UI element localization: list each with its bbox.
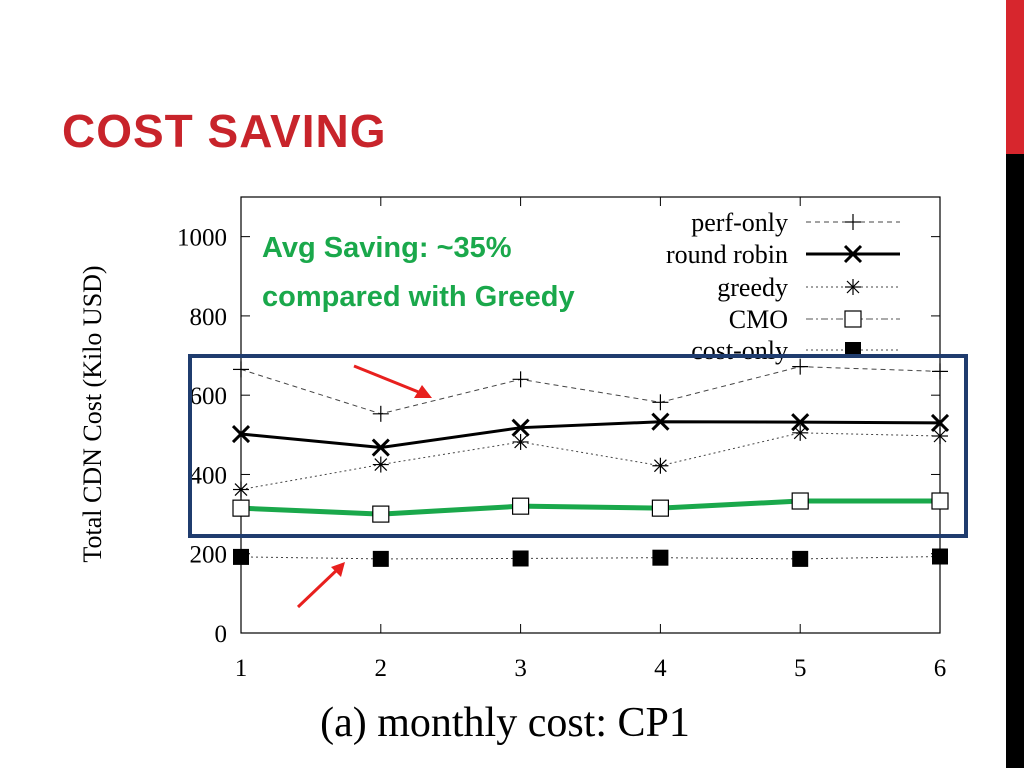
- slide-title: COST SAVING: [62, 105, 387, 157]
- side-accent-bar-top: [1006, 0, 1024, 154]
- arrow-bottom-head: [331, 562, 345, 577]
- legend-marker-round-robin: [843, 244, 863, 264]
- legend-label-round-robin: round robin: [666, 240, 788, 269]
- point-perf-only-2: [372, 405, 389, 422]
- plot-frame: [240, 196, 941, 634]
- y-axis-label: Total CDN Cost (Kilo USD): [78, 265, 107, 562]
- point-greedy-4: [652, 457, 669, 474]
- point-cmo-4: [651, 499, 670, 517]
- point-perf-only-3: [512, 371, 529, 388]
- series-line-round-robin: [240, 420, 941, 450]
- point-greedy-3: [512, 433, 529, 450]
- arrow-bottom: [296, 566, 341, 609]
- point-cmo-3: [511, 497, 530, 515]
- y-tick-label-1000: 1000: [177, 225, 227, 252]
- side-accent-bar-bottom: [1006, 154, 1024, 768]
- annotation-line-2: compared with Greedy: [262, 281, 575, 313]
- point-perf-only-5: [792, 358, 809, 375]
- point-greedy-2: [372, 456, 389, 473]
- chart-caption: (a) monthly cost: CP1: [320, 700, 690, 746]
- legend-label-cmo: CMO: [729, 305, 788, 334]
- x-tick-label-4: 4: [654, 655, 667, 682]
- point-perf-only-6: [932, 363, 948, 380]
- series-highlight-cmo: [240, 498, 940, 517]
- series-line-perf-only: [240, 366, 941, 415]
- highlight-box: [188, 354, 968, 538]
- point-cost-only-5: [792, 550, 809, 567]
- point-cmo-2: [372, 505, 390, 523]
- point-perf-only-4: [652, 394, 669, 411]
- y-tick-label-800: 800: [190, 304, 228, 331]
- series-line-greedy: [240, 432, 941, 491]
- point-round-robin-4: [651, 412, 670, 431]
- point-round-robin-6: [930, 413, 950, 432]
- y-tick-label-400: 400: [190, 462, 228, 489]
- point-greedy-1: [233, 481, 249, 498]
- point-cost-only-3: [512, 550, 529, 567]
- point-cmo-6: [931, 492, 949, 510]
- point-greedy-6: [932, 428, 948, 445]
- point-cost-only-2: [372, 550, 389, 567]
- point-round-robin-1: [231, 424, 251, 444]
- point-cost-only-4: [652, 549, 669, 566]
- legend-marker-greedy: [845, 279, 861, 295]
- point-cost-only-6: [932, 548, 948, 565]
- legend-label-perf-only: perf-only: [691, 208, 788, 237]
- arrow-top-head: [414, 385, 432, 398]
- x-tick-label-2: 2: [375, 655, 388, 682]
- x-tick-label-1: 1: [235, 655, 248, 682]
- point-greedy-5: [792, 424, 809, 441]
- point-perf-only-1: [233, 361, 249, 378]
- legend-marker-cmo: [844, 310, 862, 328]
- legend-label-greedy: greedy: [717, 273, 788, 302]
- x-tick-label-3: 3: [514, 655, 527, 682]
- annotation-line-1: Avg Saving: ~35%: [262, 232, 512, 264]
- point-cmo-1: [232, 499, 250, 517]
- point-round-robin-2: [371, 438, 390, 457]
- series-line-cost-only: [240, 556, 941, 560]
- y-tick-label-600: 600: [190, 383, 228, 410]
- y-tick-label-200: 200: [190, 542, 228, 569]
- x-tick-label-5: 5: [794, 655, 807, 682]
- legend-label-cost-only: cost-only: [691, 336, 788, 365]
- arrow-top: [353, 364, 427, 397]
- legend-marker-perf-only: [845, 214, 861, 230]
- point-cost-only-1: [233, 548, 249, 565]
- y-tick-label-0: 0: [215, 621, 228, 648]
- point-cmo-5: [791, 492, 809, 510]
- x-tick-label-6: 6: [934, 655, 947, 682]
- point-round-robin-3: [511, 418, 530, 437]
